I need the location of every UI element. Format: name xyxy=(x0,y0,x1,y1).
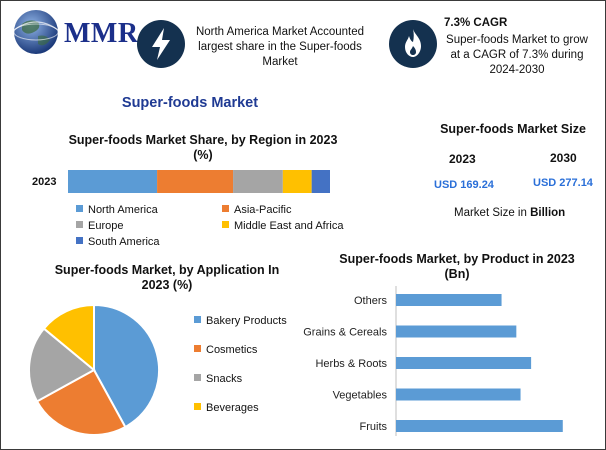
cagr-text: Super-foods Market to grow at a CAGR of … xyxy=(446,34,588,76)
region-legend-item-south-america: South America xyxy=(76,236,160,248)
product-bar-fruits xyxy=(396,420,563,432)
market-size-value-2023: USD 169.24 xyxy=(434,179,494,191)
flame-icon xyxy=(405,29,421,57)
product-bar-herbs-and-roots xyxy=(396,357,532,369)
legend-label: North America xyxy=(88,204,158,216)
header-box1-text: North America Market Accounted largest s… xyxy=(195,26,365,68)
market-size-year-2023: 2023 xyxy=(449,152,476,166)
main-title: Super-foods Market xyxy=(121,95,259,111)
application-legend-item-bakery-products: Bakery Products xyxy=(194,315,287,327)
legend-label: Beverages xyxy=(206,402,259,414)
application-legend-item-snacks: Snacks xyxy=(194,373,242,385)
region-chart-title: Super-foods Market Share, by Region in 2… xyxy=(68,133,338,162)
legend-label: South America xyxy=(88,236,160,248)
product-chart-title: Super-foods Market, by Product in 2023 (… xyxy=(339,252,575,281)
legend-swatch xyxy=(194,316,201,323)
region-bar-segment-asia-pacific xyxy=(157,170,234,193)
market-size-note: Market Size in Billion xyxy=(454,207,565,219)
application-chart-title: Super-foods Market, by Application In 20… xyxy=(54,263,280,292)
legend-swatch xyxy=(76,221,83,228)
product-category-label: Others xyxy=(354,295,388,307)
legend-swatch xyxy=(76,205,83,212)
region-bar-segment-north-america xyxy=(68,170,158,193)
product-category-label: Vegetables xyxy=(333,390,388,402)
pie-slice-beverages xyxy=(42,303,95,373)
region-legend-item-north-america: North America xyxy=(76,204,158,216)
globe-icon xyxy=(13,10,59,54)
legend-label: Europe xyxy=(88,220,124,232)
application-legend-item-cosmetics: Cosmetics xyxy=(194,344,257,356)
market-size-note-unit: Billion xyxy=(530,207,566,219)
legend-label: Middle East and Africa xyxy=(234,220,344,232)
pie-slice-cosmetics xyxy=(35,368,127,436)
lightning-icon xyxy=(152,28,170,60)
market-size-title: Super-foods Market Size xyxy=(440,122,586,136)
region-stacked-bar-chart xyxy=(68,170,330,193)
region-bar-segment-middle-east-and-africa xyxy=(282,170,312,193)
product-category-label: Herbs & Roots xyxy=(315,358,387,370)
legend-label: Snacks xyxy=(206,373,243,385)
legend-label: Asia-Pacific xyxy=(234,204,292,216)
product-bar-others xyxy=(396,294,502,306)
lightning-badge xyxy=(137,20,185,68)
pie-slice-snacks xyxy=(28,327,96,403)
cagr-title: 7.3% CAGR xyxy=(444,17,508,29)
legend-swatch xyxy=(222,221,229,228)
region-legend-item-middle-east-and-africa: Middle East and Africa xyxy=(222,220,343,232)
product-bar-grains-and-cereals xyxy=(396,325,517,338)
region-bar-segment-south-america xyxy=(311,170,330,193)
product-bar-chart: Others Grains & Cereals Herbs & Roots Veget… xyxy=(303,286,563,436)
region-legend-item-europe: Europe xyxy=(76,220,123,232)
legend-label: Bakery Products xyxy=(206,315,287,327)
logo: MMR xyxy=(8,6,138,58)
pie-slice-bakery-products xyxy=(93,303,160,429)
product-category-label: Fruits xyxy=(360,421,388,433)
logo-text: MMR xyxy=(64,18,139,49)
legend-swatch xyxy=(194,403,201,410)
product-bar-vegetables xyxy=(396,388,521,401)
product-category-label: Grains & Cereals xyxy=(303,327,387,339)
market-size-year-2030: 2030 xyxy=(550,151,577,165)
flame-badge xyxy=(389,20,437,68)
application-pie-chart xyxy=(28,303,160,436)
legend-swatch xyxy=(222,205,229,212)
market-size-value-2030: USD 277.14 xyxy=(533,177,593,189)
legend-label: Cosmetics xyxy=(206,344,258,356)
legend-swatch xyxy=(76,237,83,244)
application-legend-item-beverages: Beverages xyxy=(194,402,259,414)
market-size-note-prefix: Market Size in xyxy=(454,207,527,219)
region-legend-item-asia-pacific: Asia-Pacific xyxy=(222,204,291,216)
region-category-label: 2023 xyxy=(32,176,57,188)
legend-swatch xyxy=(194,345,201,352)
legend-swatch xyxy=(194,374,201,381)
region-bar-segment-europe xyxy=(233,170,283,193)
